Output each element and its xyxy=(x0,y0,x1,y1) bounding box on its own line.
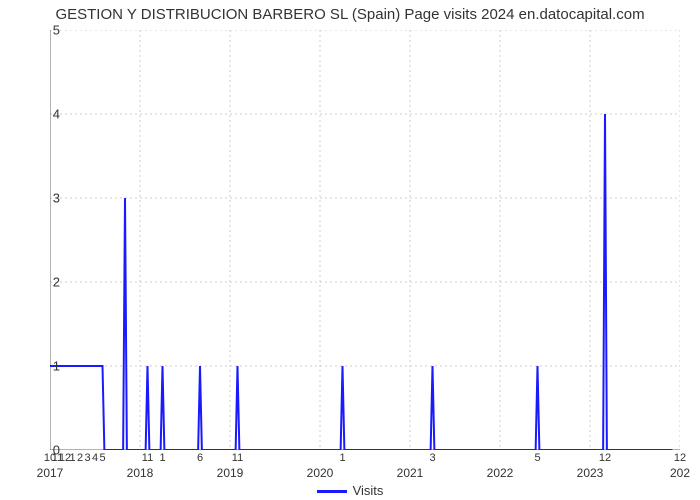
x-year-label: 2018 xyxy=(127,466,154,480)
x-tick-label: 4 xyxy=(92,452,98,464)
x-tick-label: 1 xyxy=(69,452,75,464)
x-year-label: 202 xyxy=(670,466,690,480)
y-tick-label: 4 xyxy=(30,107,60,122)
x-tick-label: 1 xyxy=(159,452,165,464)
x-year-label: 2017 xyxy=(37,466,64,480)
chart-legend: Visits xyxy=(0,483,700,498)
x-tick-label: 2 xyxy=(77,452,83,464)
y-tick-label: 2 xyxy=(30,275,60,290)
x-tick-label: 3 xyxy=(84,452,90,464)
chart-plot xyxy=(50,30,680,450)
legend-label: Visits xyxy=(353,483,384,498)
x-tick-label: 12 xyxy=(599,452,611,464)
x-tick-label: 3 xyxy=(429,452,435,464)
x-year-label: 2019 xyxy=(217,466,244,480)
x-year-label: 2020 xyxy=(307,466,334,480)
chart-container: GESTION Y DISTRIBUCION BARBERO SL (Spain… xyxy=(0,0,700,500)
x-tick-label: 12 xyxy=(674,452,686,464)
x-tick-label: 5 xyxy=(534,452,540,464)
x-year-label: 2023 xyxy=(577,466,604,480)
x-tick-label: 11 xyxy=(142,452,153,464)
y-tick-label: 1 xyxy=(30,359,60,374)
x-tick-label: 6 xyxy=(197,452,203,464)
y-tick-label: 3 xyxy=(30,191,60,206)
x-tick-label: 5 xyxy=(99,452,105,464)
chart-title: GESTION Y DISTRIBUCION BARBERO SL (Spain… xyxy=(0,6,700,23)
x-tick-label: 11 xyxy=(232,452,243,464)
x-year-label: 2022 xyxy=(487,466,514,480)
x-tick-label: 1 xyxy=(339,452,345,464)
x-year-label: 2021 xyxy=(397,466,424,480)
legend-swatch xyxy=(317,490,347,493)
y-tick-label: 5 xyxy=(30,23,60,38)
